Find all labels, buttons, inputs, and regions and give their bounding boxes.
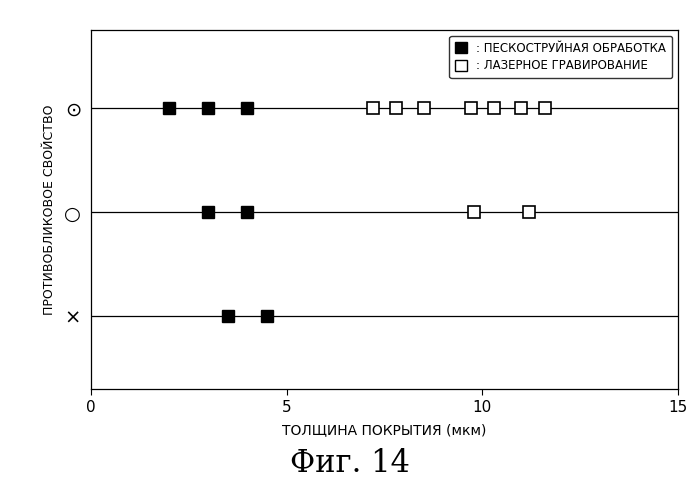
Legend: : ПЕСКОСТРУЙНАЯ ОБРАБОТКА, : ЛАЗЕРНОЕ ГРАВИРОВАНИЕ: : ПЕСКОСТРУЙНАЯ ОБРАБОТКА, : ЛАЗЕРНОЕ ГР… (449, 36, 672, 78)
X-axis label: ТОЛЩИНА ПОКРЫТИЯ (мкм): ТОЛЩИНА ПОКРЫТИЯ (мкм) (282, 423, 487, 437)
Text: Фиг. 14: Фиг. 14 (289, 448, 410, 479)
Y-axis label: ПРОТИВОБЛИКОВОЕ СВОЙСТВО: ПРОТИВОБЛИКОВОЕ СВОЙСТВО (43, 104, 56, 315)
